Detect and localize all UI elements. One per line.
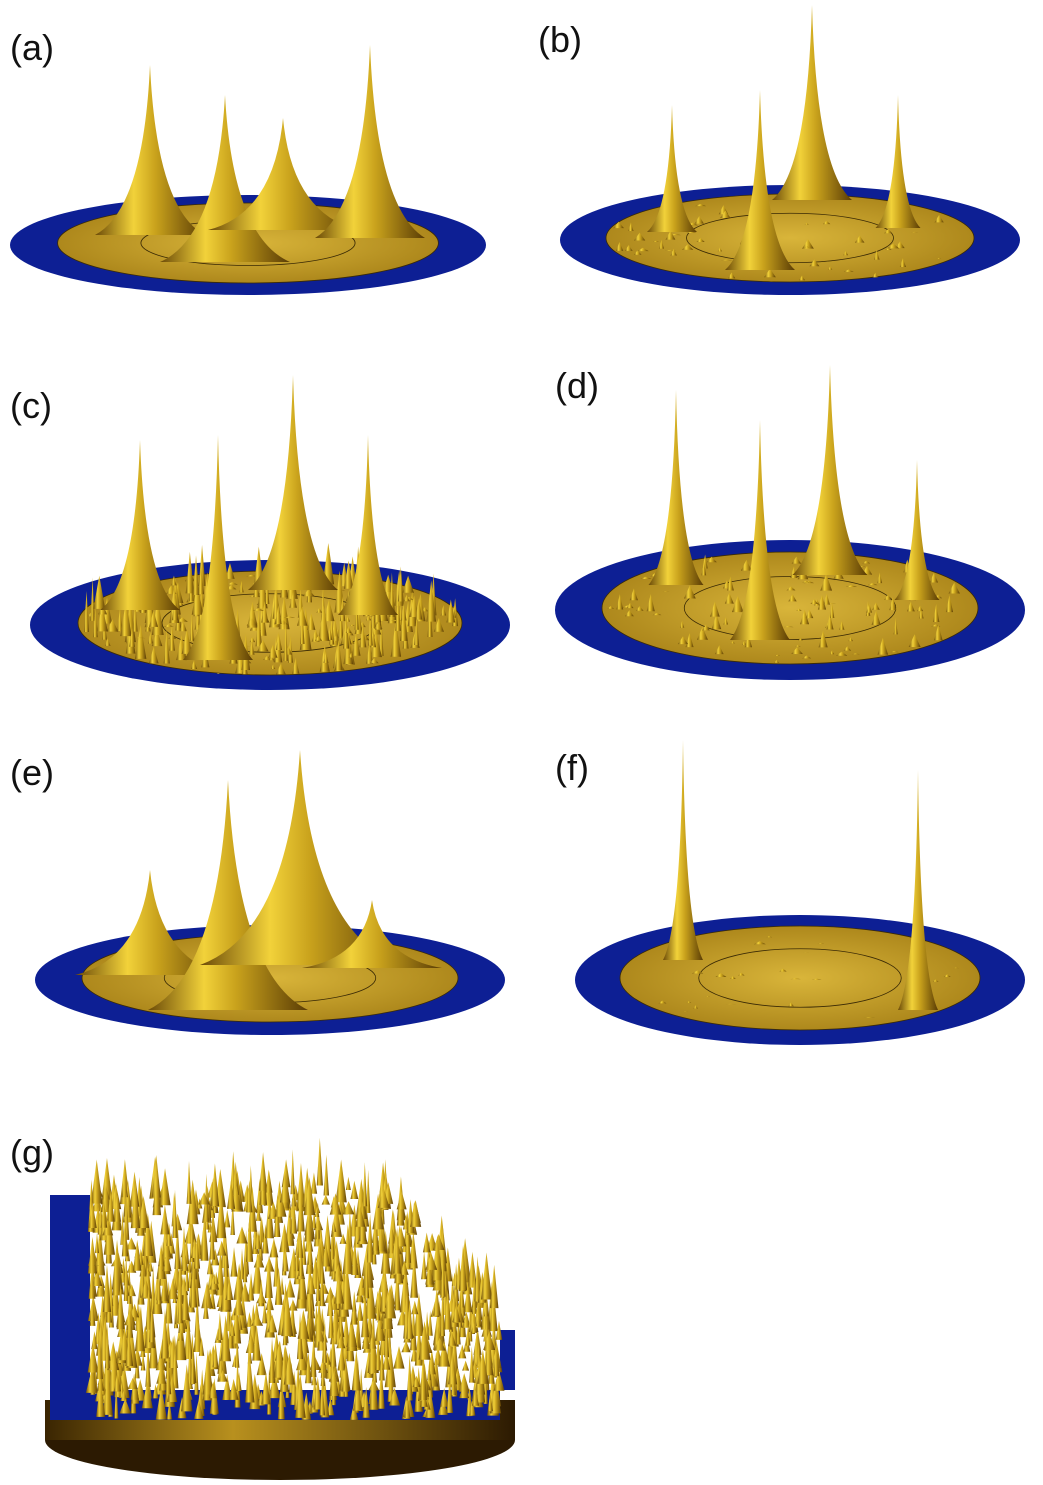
noise-spike: [311, 1172, 317, 1193]
noise-spike: [397, 1191, 407, 1209]
noise-spike: [245, 1355, 254, 1402]
noise-spike: [462, 1360, 469, 1370]
peak: [248, 375, 338, 590]
surface-plots: [10, 5, 1025, 1480]
noise-spike: [362, 1162, 367, 1206]
noise-spike: [265, 1170, 272, 1192]
noise-spike: [346, 1177, 351, 1190]
noise-spike: [291, 1149, 295, 1194]
panel-label: (g): [10, 1132, 54, 1173]
noise-spike: [352, 1292, 356, 1311]
noise-spike: [224, 1210, 230, 1228]
noise-spike: [357, 1301, 364, 1321]
noise-spike: [259, 1152, 267, 1191]
panel-label: (b): [538, 19, 582, 60]
noise-spike: [231, 1247, 238, 1277]
page: (a) (b) (c) (d) (e) (f) (g) (() => { con…: [0, 0, 1043, 1485]
noise-spike: [264, 1257, 274, 1272]
noise-spike: [324, 1155, 330, 1196]
noise-spike: [421, 1252, 427, 1280]
noise-spike: [322, 1195, 330, 1205]
noise-spike: [335, 1159, 346, 1202]
noise-spike: [350, 1181, 358, 1199]
panel-label: (d): [555, 365, 599, 406]
peak: [772, 5, 852, 200]
panel-label: (c): [10, 385, 52, 426]
noise-spike: [368, 1379, 379, 1390]
noise-spike: [317, 1138, 323, 1186]
figure: (a) (b) (c) (d) (e) (f) (g): [0, 0, 1043, 1485]
panel-label: (e): [10, 752, 54, 793]
noise-spike: [366, 1170, 370, 1213]
noise-spike: [280, 1173, 291, 1203]
noise-spike: [269, 1238, 278, 1257]
noise-spike: [187, 1161, 192, 1204]
noise-spike: [160, 1205, 169, 1235]
noise-spike: [159, 1168, 170, 1205]
panel-label: (a): [10, 27, 54, 68]
panel-label: (f): [555, 747, 589, 788]
noise-spike: [217, 1313, 222, 1340]
